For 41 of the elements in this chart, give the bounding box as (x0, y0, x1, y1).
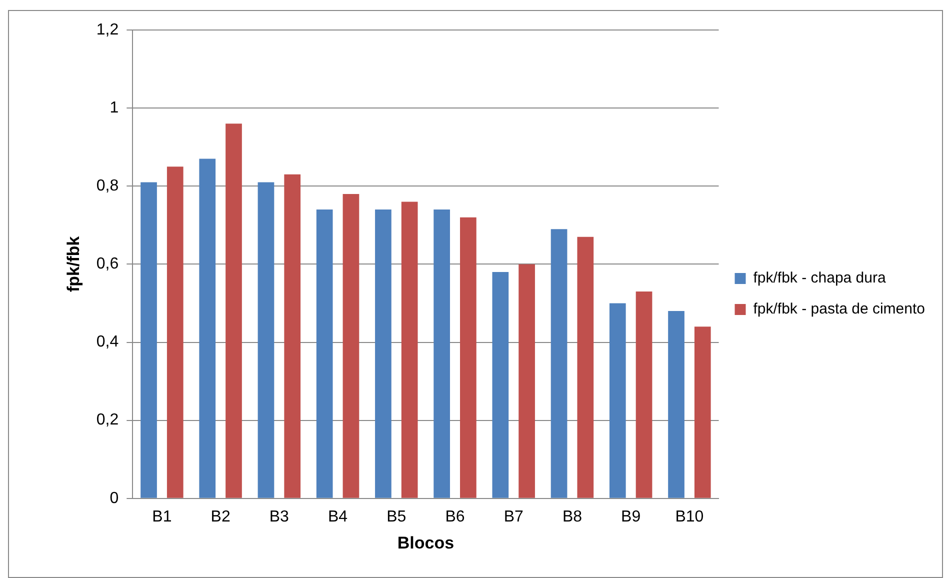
bar (401, 202, 418, 498)
bar (577, 236, 594, 498)
x-tick-label: B2 (210, 508, 230, 526)
y-tick-label: 0,4 (96, 334, 119, 351)
bar (668, 311, 684, 498)
x-tick-label: B4 (328, 508, 348, 526)
x-tick-label: B8 (562, 508, 582, 526)
bar (140, 182, 157, 498)
x-tick-label: B10 (675, 508, 704, 526)
bar (226, 124, 242, 498)
y-tick-label: 1 (110, 99, 119, 116)
bar (199, 158, 216, 498)
x-tick-label: B9 (621, 508, 641, 526)
bar (492, 272, 509, 498)
y-tick-label: 0,2 (96, 412, 119, 429)
bar (609, 303, 626, 498)
x-tick-label: B7 (504, 508, 524, 526)
bar (636, 292, 652, 498)
x-tick-label: B1 (152, 508, 172, 526)
y-tick-label: 0 (110, 490, 119, 507)
y-tick-label: 0,6 (96, 256, 119, 273)
bar (342, 194, 360, 498)
x-tick-label: B5 (386, 508, 406, 526)
bar (166, 166, 184, 498)
x-axis-title: Blocos (397, 533, 454, 552)
bar (434, 210, 450, 498)
x-tick-label: B3 (269, 508, 290, 526)
bar (460, 217, 476, 498)
legend-label: fpk/fbk - pasta de cimento (753, 300, 926, 318)
y-tick-label: 1,2 (96, 21, 119, 38)
y-axis-title: fpk/fbk (64, 236, 83, 292)
x-tick-label: B6 (445, 508, 465, 526)
bar (518, 264, 535, 498)
bar (550, 229, 568, 498)
bar (316, 210, 333, 498)
bar (694, 326, 711, 498)
bar (375, 210, 392, 498)
y-tick-label: 0,8 (96, 178, 119, 195)
bar (284, 174, 301, 498)
bar (258, 182, 274, 498)
legend-label: fpk/fbk - chapa dura (753, 270, 886, 287)
